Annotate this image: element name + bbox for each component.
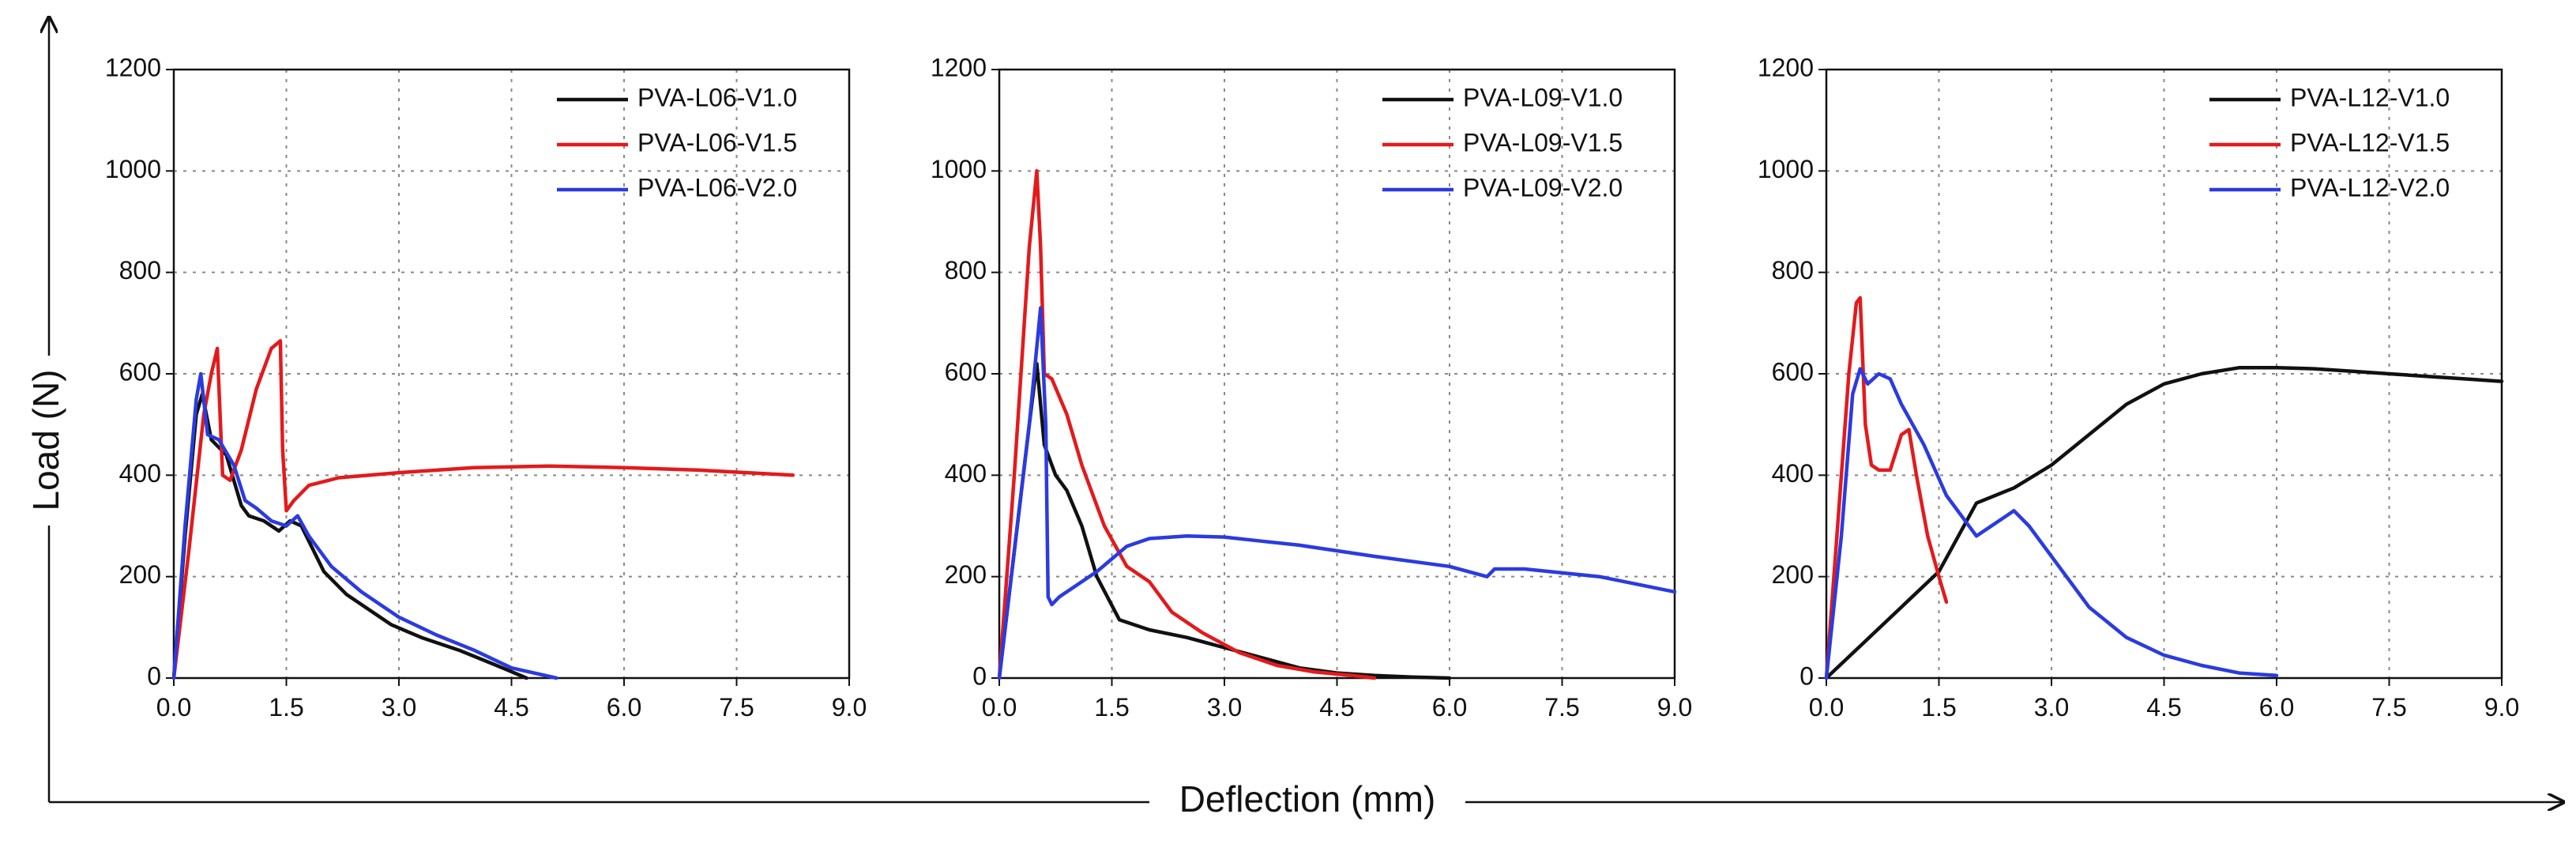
y-tick-label: 0 bbox=[1799, 661, 1814, 690]
y-tick-label: 800 bbox=[119, 256, 161, 284]
y-tick-label: 600 bbox=[1772, 357, 1814, 386]
x-tick-label: 1.5 bbox=[1094, 693, 1129, 722]
x-tick-label: 0.0 bbox=[156, 693, 191, 722]
x-tick-label: 9.0 bbox=[1657, 693, 1692, 722]
y-tick-label: 400 bbox=[119, 459, 161, 488]
legend-label: PVA-L09-V2.0 bbox=[1463, 173, 1623, 202]
x-tick-label: 9.0 bbox=[832, 693, 867, 722]
y-tick-label: 1200 bbox=[931, 53, 987, 81]
legend-label: PVA-L09-V1.5 bbox=[1463, 128, 1623, 156]
y-tick-label: 0 bbox=[972, 661, 987, 690]
series-line-pva-l06-v1.5 bbox=[171, 339, 795, 680]
x-tick-label: 3.0 bbox=[1207, 693, 1242, 722]
legend-label: PVA-L06-V1.5 bbox=[637, 128, 797, 156]
y-tick-label: 1000 bbox=[1758, 155, 1814, 183]
x-tick-label: 1.5 bbox=[1921, 693, 1956, 722]
y-tick-label: 1200 bbox=[1758, 53, 1814, 81]
x-tick-label: 0.0 bbox=[1809, 693, 1844, 722]
x-tick-label: 1.5 bbox=[269, 693, 303, 722]
x-tick-label: 0.0 bbox=[982, 693, 1017, 722]
y-tick-label: 0 bbox=[147, 661, 161, 690]
y-tick-label: 200 bbox=[1772, 560, 1814, 589]
chart-panel-l09: 0.0 1.5 3.0 4.5 6.0 7.5 9.0 0 200 400 600 800 1000 12… bbox=[931, 53, 1692, 722]
series-line-pva-l09-v2.0 bbox=[997, 306, 1677, 680]
y-tick-label: 1200 bbox=[105, 53, 161, 81]
x-tick-label: 7.5 bbox=[1544, 693, 1579, 722]
y-tick-label: 600 bbox=[945, 357, 987, 386]
x-tick-label: 3.0 bbox=[2034, 693, 2069, 722]
x-tick-label: 6.0 bbox=[2259, 693, 2294, 722]
x-tick-label: 3.0 bbox=[382, 693, 416, 722]
legend-label: PVA-L12-V2.0 bbox=[2290, 173, 2450, 202]
y-tick-label: 400 bbox=[1772, 459, 1814, 488]
x-tick-label: 7.5 bbox=[2371, 693, 2406, 722]
x-tick-label: 4.5 bbox=[494, 693, 528, 722]
series-line-pva-l12-v2.0 bbox=[1824, 367, 2279, 680]
series-line-pva-l12-v1.5 bbox=[1824, 296, 1949, 680]
y-tick-label: 800 bbox=[1772, 256, 1814, 284]
series-line-pva-l06-v2.0 bbox=[171, 371, 558, 680]
x-tick-label: 7.5 bbox=[719, 693, 754, 722]
y-tick-label: 1000 bbox=[931, 155, 987, 183]
chart-panel-l06: 0.0 1.5 3.0 4.5 6.0 7.5 9.0 0 200 400 600 800 1000 12… bbox=[105, 53, 867, 722]
x-tick-label: 6.0 bbox=[1432, 693, 1467, 722]
chart-panel-l12: 0.0 1.5 3.0 4.5 6.0 7.5 9.0 0 200 400 600 800 1000 12… bbox=[1758, 53, 2519, 722]
y-tick-label: 600 bbox=[119, 357, 161, 386]
legend-label: PVA-L06-V1.0 bbox=[637, 83, 797, 111]
x-tick-label: 4.5 bbox=[2146, 693, 2181, 722]
y-tick-label: 200 bbox=[945, 560, 987, 589]
y-axis-title: Load (N) bbox=[25, 370, 66, 511]
x-tick-label: 4.5 bbox=[1319, 693, 1354, 722]
x-tick-label: 6.0 bbox=[607, 693, 641, 722]
y-tick-label: 800 bbox=[945, 256, 987, 284]
x-axis-title: Deflection (mm) bbox=[1179, 778, 1436, 820]
series-line-pva-l06-v1.0 bbox=[171, 392, 528, 680]
legend-label: PVA-L06-V2.0 bbox=[637, 173, 797, 202]
legend-label: PVA-L12-V1.0 bbox=[2290, 83, 2450, 111]
x-tick-label: 9.0 bbox=[2484, 693, 2519, 722]
plot-frame bbox=[1825, 68, 2503, 680]
y-tick-label: 200 bbox=[119, 560, 161, 589]
y-tick-label: 400 bbox=[945, 459, 987, 488]
plot-frame bbox=[172, 68, 851, 680]
series-line-pva-l09-v1.5 bbox=[997, 169, 1377, 680]
plot-frame bbox=[998, 68, 1676, 680]
legend-label: PVA-L12-V1.5 bbox=[2290, 128, 2450, 156]
y-tick-label: 1000 bbox=[105, 155, 161, 183]
legend-label: PVA-L09-V1.0 bbox=[1463, 83, 1623, 111]
